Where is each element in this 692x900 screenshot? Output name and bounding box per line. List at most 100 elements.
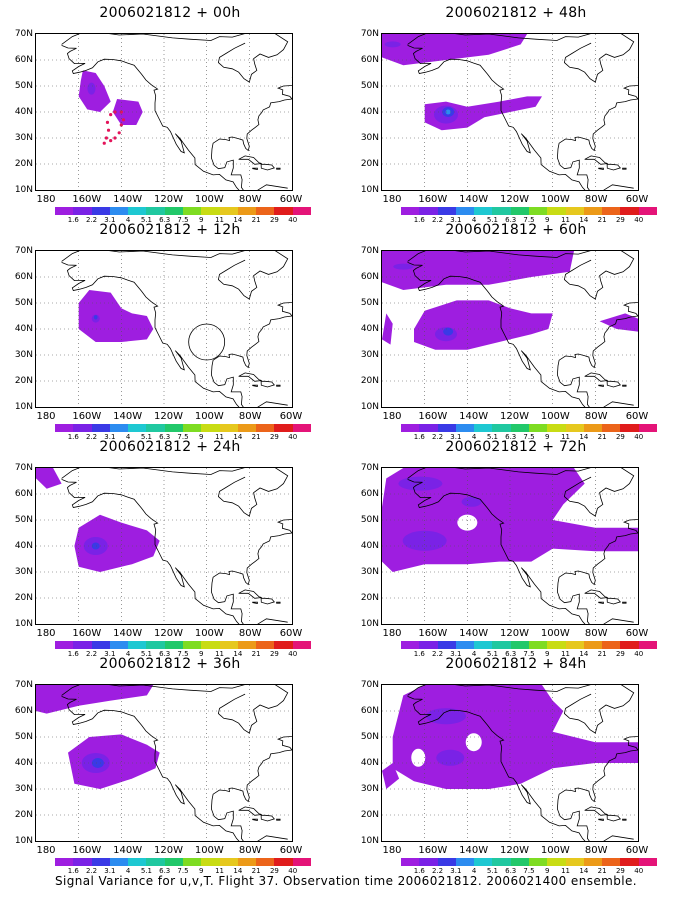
colorbar-tick-label: 1.6 [413, 216, 425, 224]
map-panel-60h: 2006021812 + 60h 70N 60N 50N 40N 30N 20N 10N 18… [346, 222, 686, 441]
colorbar-tick-label: 6.3 [505, 433, 517, 441]
colorbar-tick-label: 7.5 [523, 650, 535, 658]
colorbar-swatch [492, 641, 512, 649]
latitude-tick-label: 20N [360, 810, 379, 820]
colorbar [55, 424, 312, 434]
colorbar-tick-label: 1.6 [413, 650, 425, 658]
island-outline [276, 818, 281, 821]
coastline [407, 685, 635, 734]
island-outline [584, 589, 608, 599]
colorbar-tick-label: 11 [561, 650, 571, 658]
colorbar-swatch [146, 641, 166, 649]
observation-point [105, 120, 110, 124]
colorbar-swatch [91, 641, 111, 649]
map-plot-area [381, 467, 639, 625]
coastline [407, 696, 586, 841]
signal-variance-core [93, 315, 98, 320]
longitude-tick-label: 180 [382, 628, 402, 639]
colorbar-tick-label: 6.3 [505, 650, 517, 658]
target-circle [188, 323, 226, 361]
longitude-tick-label: 60W [279, 411, 303, 422]
latitude-tick-label: 10N [360, 402, 379, 412]
latitude-tick-label: 50N [14, 81, 33, 91]
longitude-tick-label: 160W [72, 411, 102, 422]
colorbar-tick-label: 9 [545, 867, 550, 875]
colorbar-swatch [602, 858, 621, 866]
longitude-tick-label: 120W [500, 628, 529, 639]
colorbar-swatch [292, 858, 312, 866]
coastline [407, 262, 586, 407]
colorbar-swatch [437, 424, 457, 432]
island-outline [276, 167, 281, 170]
colorbar-swatch [510, 641, 530, 649]
panel-title: 2006021812 + 84h [445, 656, 587, 672]
island-outline [238, 589, 262, 599]
colorbar-tick-label: 29 [269, 650, 279, 658]
island-outline [252, 167, 258, 170]
colorbar-tick-label: 2.2 [85, 433, 98, 441]
colorbar-tick-label: 3.1 [104, 867, 116, 875]
colorbar-tick-label: 40 [634, 650, 644, 658]
signal-variance-region [36, 685, 154, 714]
latitude-tick-label: 20N [14, 376, 33, 386]
longitude-tick-label: 180 [36, 411, 56, 422]
signal-variance-core [384, 41, 401, 48]
colorbar-swatch [455, 207, 475, 215]
latitude-tick-label: 10N [14, 185, 33, 195]
latitude-tick-label: 40N [360, 107, 379, 117]
longitude-tick-label: 100W [540, 194, 570, 205]
colorbar-tick-label: 5.1 [140, 650, 152, 658]
longitude-tick-label: 120W [154, 845, 183, 856]
colorbar-swatch [256, 641, 275, 649]
colorbar-tick-label: 40 [288, 216, 298, 224]
colorbar-tick-label: 11 [215, 433, 225, 441]
signal-variance-region [382, 34, 528, 66]
colorbar-swatch [638, 424, 658, 432]
colorbar-swatch [219, 858, 239, 866]
colorbar-tick-label: 5.1 [486, 650, 498, 658]
colorbar-swatch [164, 424, 184, 432]
colorbar-swatch [146, 207, 166, 215]
signal-variance-core [461, 496, 482, 507]
map-panel-24h: 2006021812 + 24h 70N 60N 50N 40N 30N 20N 10N 18… [0, 439, 340, 658]
colorbar-swatch [510, 424, 530, 432]
latitude-tick-label: 40N [14, 324, 33, 334]
colorbar-swatch [237, 641, 257, 649]
longitude-tick-label: 140W [113, 194, 143, 205]
longitude-tick-label: 80W [238, 845, 262, 856]
coastline [210, 727, 292, 841]
longitude-tick-label: 140W [113, 628, 143, 639]
colorbar-swatch [128, 641, 147, 649]
latitude-tick-label: 60N [360, 706, 379, 716]
latitude-tick-label: 20N [14, 593, 33, 603]
colorbar-swatch [565, 424, 585, 432]
signal-variance-region [112, 99, 143, 125]
map-canvas [36, 251, 292, 407]
colorbar-swatch [565, 858, 585, 866]
map-canvas [382, 685, 638, 841]
latitude-tick-label: 70N [360, 246, 379, 256]
colorbar-swatch [73, 858, 93, 866]
longitude-tick-label: 160W [418, 845, 448, 856]
observation-point [121, 118, 126, 122]
colorbar-tick-label: 40 [288, 650, 298, 658]
colorbar-tick-label: 11 [215, 216, 225, 224]
colorbar-tick-label: 14 [233, 650, 243, 658]
colorbar-swatch [583, 858, 603, 866]
latitude-tick-label: 10N [14, 619, 33, 629]
coastline [61, 696, 240, 841]
longitude-tick-label: 180 [382, 411, 402, 422]
colorbar-tick-label: 5.1 [486, 216, 498, 224]
colorbar-tick-label: 29 [269, 867, 279, 875]
coastline [61, 34, 289, 83]
island-outline [606, 814, 622, 822]
colorbar-tick-label: 4 [125, 867, 131, 875]
colorbar-tick-label: 7.5 [177, 867, 189, 875]
colorbar-swatch [201, 207, 221, 215]
longitude-tick-label: 100W [540, 411, 570, 422]
colorbar-tick-label: 14 [579, 650, 589, 658]
colorbar-swatch [183, 641, 202, 649]
longitude-tick-label: 140W [113, 411, 143, 422]
latitude-tick-label: 20N [360, 376, 379, 386]
colorbar-swatch [583, 424, 603, 432]
